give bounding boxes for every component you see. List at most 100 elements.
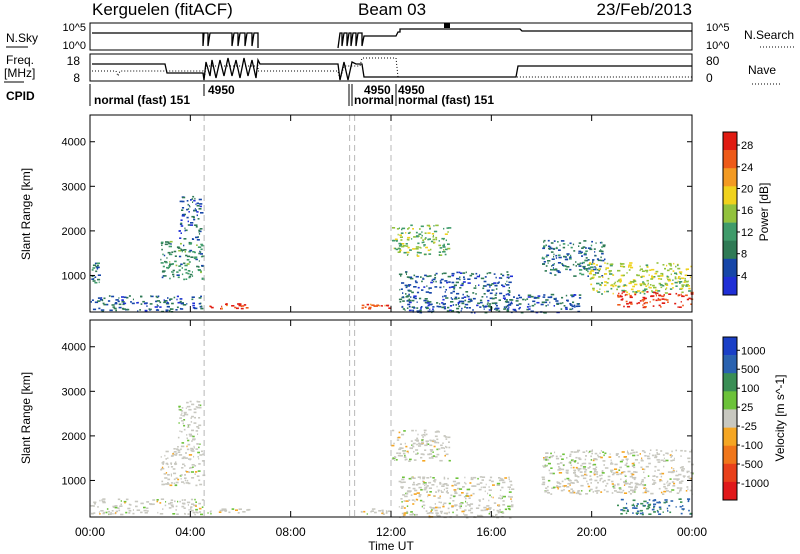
velocity-echo-cell <box>445 446 448 449</box>
power-echo-cell <box>532 300 536 303</box>
power-echo-cell <box>459 278 461 281</box>
power-echo-cell <box>123 296 127 299</box>
velocity-echo-cell <box>620 498 624 501</box>
velocity-echo-cell <box>191 450 195 452</box>
velocity-echo-cell <box>400 486 404 488</box>
power-echo-cell <box>605 268 607 271</box>
velocity-echo-cell <box>175 481 179 484</box>
power-echo-cell <box>677 280 679 283</box>
power-echo-cell <box>487 301 489 304</box>
power-echo-cell <box>504 283 506 285</box>
power-echo-cell <box>192 304 195 307</box>
power-echo-cell <box>193 257 197 260</box>
velocity-echo-cell <box>177 446 179 448</box>
power-echo-cell <box>482 285 485 287</box>
power-echo-cell <box>666 264 668 267</box>
power-echo-cell <box>201 244 205 247</box>
power-echo-cell <box>406 273 407 275</box>
power-echo-cell <box>426 302 430 304</box>
power-echo-cell <box>400 275 402 277</box>
power-echo-cell <box>620 265 624 268</box>
power-echo-cell <box>630 266 634 269</box>
power-echo-cell <box>677 267 681 270</box>
power-echo-cell <box>409 277 414 280</box>
power-echo-cell <box>659 284 663 286</box>
velocity-echo-cell <box>619 460 623 463</box>
velocity-echo-cell <box>198 502 201 505</box>
power-echo-cell <box>600 250 604 253</box>
velocity-echo-cell <box>186 445 188 448</box>
velocity-echo-region <box>160 445 206 487</box>
power-echo-region <box>398 271 513 314</box>
velocity-echo-cell <box>675 474 679 477</box>
power-echo-cell <box>493 289 495 291</box>
velocity-echo-cell <box>426 512 430 515</box>
power-echo-cell <box>169 240 173 243</box>
velocity-echo-cell <box>187 425 189 428</box>
power-echo-cell <box>157 295 160 298</box>
power-echo-cell <box>444 233 448 235</box>
velocity-echo-cell <box>666 480 669 483</box>
velocity-echo-cell <box>193 455 195 458</box>
power-echo-cell <box>508 287 510 289</box>
velocity-echo-cell <box>485 483 487 486</box>
power-echo-cell <box>531 304 535 307</box>
velocity-echo-cell <box>90 505 92 507</box>
power-echo-cell <box>461 300 465 303</box>
power-echo-cell <box>685 268 689 270</box>
velocity-echo-cell <box>500 511 504 513</box>
power-echo-cell <box>508 281 512 284</box>
y-tick-label: 2000 <box>62 226 86 238</box>
velocity-echo-cell <box>181 505 185 508</box>
power-echo-cell <box>446 281 449 284</box>
power-echo-cell <box>199 205 202 208</box>
power-echo-cell <box>405 232 407 234</box>
velocity-echo-cell <box>431 509 433 511</box>
velocity-echo-cell <box>578 457 581 459</box>
velocity-echo-cell <box>169 484 173 487</box>
velocity-echo-cell <box>123 500 127 503</box>
velocity-echo-cell <box>187 443 191 446</box>
velocity-echo-cell <box>181 467 184 469</box>
power-echo-cell <box>431 233 435 235</box>
velocity-echo-cell <box>552 486 556 489</box>
power-echo-cell <box>191 271 193 273</box>
velocity-echo-cell <box>433 495 435 497</box>
power-echo-cell <box>655 299 658 302</box>
velocity-echo-cell <box>115 510 118 513</box>
power-echo-cell <box>173 250 177 253</box>
velocity-echo-cell <box>461 492 464 494</box>
velocity-echo-cell <box>399 455 403 457</box>
power-echo-cell <box>564 306 568 309</box>
velocity-echo-cell <box>210 512 212 515</box>
power-echo-cell <box>685 280 689 283</box>
power-echo-cell <box>190 222 194 224</box>
velocity-echo-cell <box>653 503 657 506</box>
power-echo-cell <box>562 246 566 249</box>
power-echo-cell <box>185 272 188 274</box>
power-echo-cell <box>198 198 202 201</box>
power-echo-cell <box>636 302 638 305</box>
velocity-echo-cell <box>415 498 418 501</box>
power-echo-cell <box>409 249 412 251</box>
colorbar-bin <box>723 373 737 392</box>
power-echo-cell <box>422 278 425 280</box>
velocity-echo-cell <box>687 498 691 500</box>
power-echo-cell <box>494 308 496 310</box>
power-echo-cell <box>541 301 546 304</box>
velocity-echo-cell <box>670 456 672 458</box>
power-echo-cell <box>547 304 549 306</box>
velocity-echo-cell <box>603 464 605 466</box>
power-echo-cell <box>553 255 555 258</box>
power-echo-cell <box>103 303 107 306</box>
power-echo-cell <box>483 308 485 310</box>
velocity-echo-cell <box>669 454 672 456</box>
power-echo-cell <box>681 295 683 297</box>
power-echo-cell <box>164 260 166 263</box>
power-echo-cell <box>565 294 568 297</box>
velocity-echo-cell <box>595 473 598 475</box>
velocity-echo-cell <box>440 444 443 447</box>
power-echo-cell <box>128 295 131 297</box>
power-echo-cell <box>376 305 379 307</box>
